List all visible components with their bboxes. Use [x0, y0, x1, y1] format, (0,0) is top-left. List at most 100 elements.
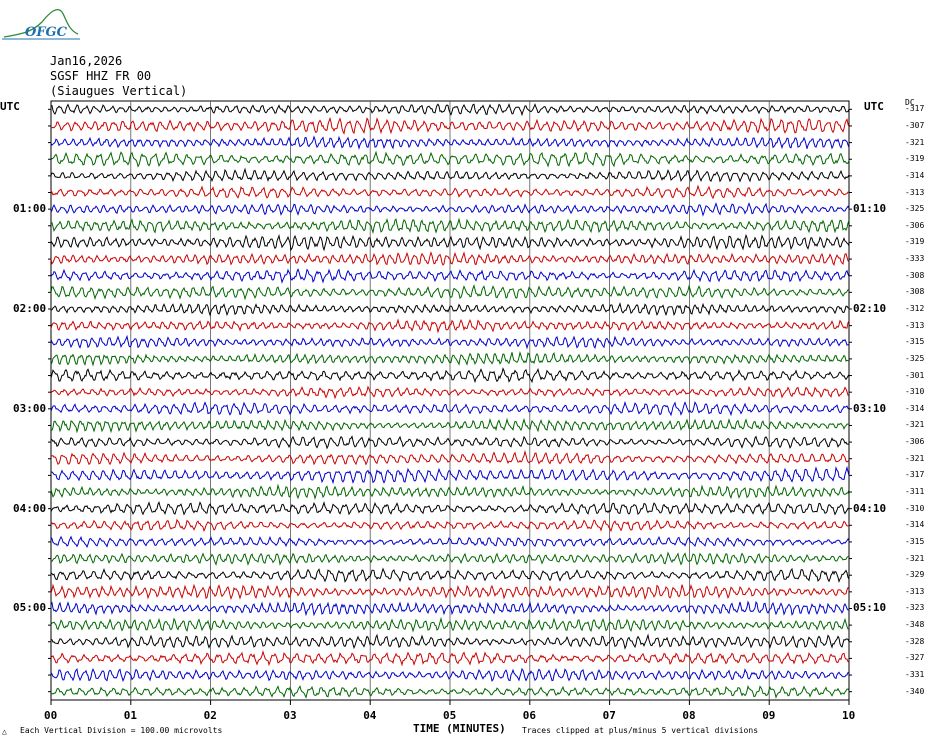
trace-row [50, 600, 850, 617]
dc-offset-label: -317 [905, 104, 925, 114]
dc-offset-label: -313 [905, 320, 925, 330]
left-hour-label: 03:00 [13, 401, 47, 415]
trace-row [50, 202, 850, 217]
x-tick-label: 09 [762, 709, 776, 722]
dc-offset-label: -314 [905, 403, 925, 413]
trace-row [50, 251, 850, 267]
dc-offset-label: -307 [905, 120, 925, 130]
dc-offset-label: -315 [905, 536, 925, 546]
trace-row [50, 217, 850, 235]
trace-row [50, 116, 850, 135]
dc-offset-label: -331 [905, 670, 925, 680]
x-tick-label: 08 [682, 709, 696, 722]
trace-row [50, 103, 850, 117]
trace-row [50, 667, 850, 683]
right-hour-label: 03:10 [853, 401, 887, 415]
dc-offset-label: -321 [905, 453, 925, 463]
trace-row [50, 334, 850, 350]
dc-offset-label: -333 [905, 254, 925, 264]
trace-row [50, 465, 850, 485]
x-tick-label: 04 [363, 709, 377, 722]
trace-row [50, 449, 850, 466]
dc-offset-label: -312 [905, 303, 925, 313]
trace-row [50, 583, 850, 601]
dc-label: DC [905, 98, 915, 107]
right-hour-label: 05:10 [853, 601, 887, 615]
trace-row [50, 385, 850, 400]
dc-offset-label: -310 [905, 503, 925, 513]
header-station: SGSF HHZ FR 00 [50, 69, 152, 83]
x-axis-title: TIME (MINUTES) [413, 722, 506, 735]
trace-row [50, 551, 850, 566]
x-tick-label: 03 [283, 709, 297, 722]
x-tick-label: 07 [602, 709, 616, 722]
dc-offset-label: -314 [905, 170, 925, 180]
right-hour-label: 04:10 [853, 501, 887, 515]
dc-offset-label: -328 [905, 636, 925, 646]
dc-offset-label: -321 [905, 137, 925, 147]
trace-row [50, 417, 849, 434]
trace-row [50, 633, 850, 650]
header-location: (Siaugues Vertical) [50, 84, 188, 98]
trace-row [50, 483, 850, 501]
trace-row [50, 267, 850, 284]
dc-offset-label: -314 [905, 520, 925, 530]
dc-offset-label: -329 [905, 570, 925, 580]
trace-row [50, 184, 850, 200]
dc-offset-label: -311 [905, 487, 925, 496]
trace-row [50, 283, 850, 301]
footer-info-icon: △ [2, 727, 7, 736]
trace-row [50, 135, 850, 150]
trace-row [50, 150, 850, 168]
trace-row [50, 518, 849, 533]
dc-offset-label: -321 [905, 420, 925, 430]
trace-row [50, 167, 850, 183]
dc-offset-label: -321 [905, 553, 925, 563]
x-tick-label: 00 [44, 709, 58, 722]
right-hour-label: 02:10 [853, 301, 887, 315]
dc-offset-label: -325 [905, 204, 925, 214]
trace-row [50, 318, 850, 334]
trace-row [50, 616, 850, 633]
dc-offset-label: -308 [905, 270, 925, 280]
dc-offset-label: -306 [905, 437, 925, 447]
logo-text: OFGC [25, 25, 68, 40]
dc-offset-label: -317 [905, 470, 925, 480]
x-tick-label: 01 [123, 709, 138, 722]
trace-row [50, 351, 850, 367]
dc-offset-label: -306 [905, 220, 925, 230]
dc-offset-label: -319 [905, 154, 925, 164]
trace-row [50, 535, 850, 549]
trace-row [50, 400, 850, 417]
x-tick-label: 02 [203, 709, 217, 722]
dc-offset-label: -310 [905, 387, 925, 397]
dc-offset-label: -340 [905, 686, 925, 696]
right-hour-label: 01:10 [853, 202, 887, 216]
dc-offset-label: -315 [905, 337, 925, 347]
trace-row [50, 233, 850, 252]
trace-row [50, 435, 850, 450]
trace-row [50, 302, 850, 317]
footer-vertical-division: Each Vertical Division = 100.00 microvol… [20, 726, 223, 735]
utc-left-label: UTC [0, 100, 20, 113]
trace-row [50, 685, 850, 699]
left-hour-label: 02:00 [13, 301, 47, 315]
trace-row [50, 567, 850, 583]
dc-offset-label: -313 [905, 586, 925, 596]
trace-row [50, 500, 850, 516]
dc-offset-label: -348 [905, 620, 925, 630]
trace-row [50, 649, 850, 667]
x-tick-label: 10 [842, 709, 856, 722]
x-tick-label: 06 [522, 709, 537, 722]
x-tick-label: 05 [443, 709, 457, 722]
logo-wave-icon [2, 8, 80, 40]
header-date: Jan16,2026 [50, 54, 123, 68]
dc-offset-label: -313 [905, 187, 925, 197]
utc-right-label: UTC [864, 100, 884, 113]
logo: OFGC [2, 4, 80, 44]
trace-row [50, 367, 850, 384]
dc-offset-label: -319 [905, 237, 925, 247]
left-hour-label: 01:00 [13, 202, 47, 216]
dc-offset-label: -308 [905, 287, 925, 297]
